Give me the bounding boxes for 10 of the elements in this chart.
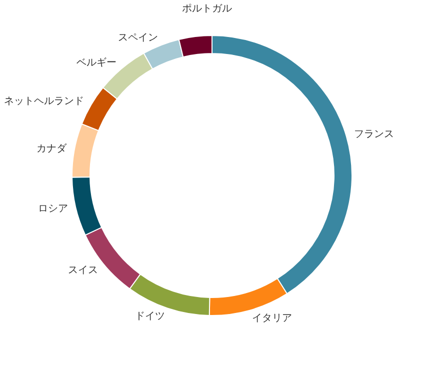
slice-label: フランス <box>354 129 394 140</box>
slice-label: ポルトガル <box>182 4 232 15</box>
slice-label: ロシア <box>38 204 68 215</box>
slice-label: カナダ <box>36 142 68 155</box>
slice-label: ドイツ <box>134 310 165 322</box>
slice-label: スイス <box>68 264 98 276</box>
slice-label: ベルギー <box>76 56 117 68</box>
slice-label: イタリア <box>252 313 292 324</box>
slice-label: スペイン <box>118 32 158 44</box>
slice-label: ネットヘルランド <box>4 96 84 107</box>
